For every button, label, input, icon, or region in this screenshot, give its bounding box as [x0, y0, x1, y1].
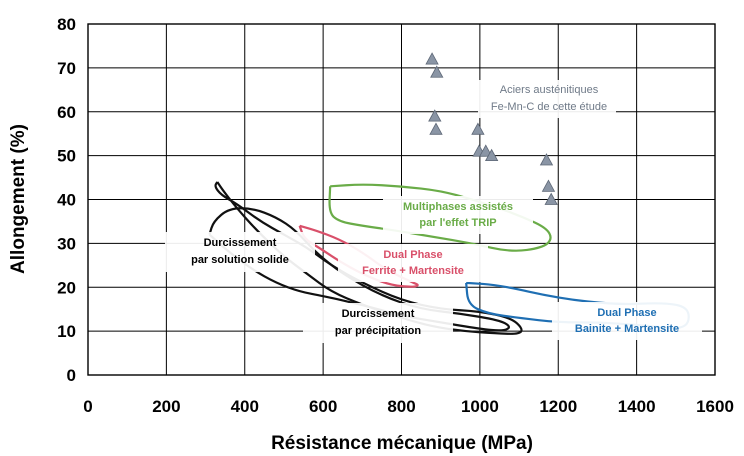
region-outline: [298, 224, 419, 288]
region-label: Dual Phase: [597, 307, 656, 319]
region-label: Bainite + Martensite: [575, 323, 679, 335]
x-tick-labels: 0 200 400 600 800 1000 1200 1400 1600: [83, 397, 734, 416]
data-point: [541, 179, 556, 192]
region-label: par solution solide: [191, 254, 289, 266]
data-point: [479, 144, 493, 157]
data-point: [429, 122, 443, 135]
series-label: Fe-Mn-C de cette étude: [491, 101, 607, 113]
x-tick-label: 1600: [696, 397, 734, 416]
data-point: [484, 148, 499, 162]
data-point: [471, 122, 485, 135]
data-point: [425, 52, 439, 65]
region-label: Durcissement: [342, 308, 415, 320]
annotation-backdrop: [552, 302, 702, 340]
series-label-backdrop: [478, 80, 616, 118]
x-tick-label: 800: [387, 397, 415, 416]
x-tick-label: 400: [231, 397, 259, 416]
annotation-backdrop: [383, 196, 533, 234]
x-axis-title: Résistance mécanique (MPa): [271, 433, 533, 454]
data-point: [539, 153, 554, 166]
y-tick-label: 60: [57, 103, 76, 122]
x-tick-label: 1400: [618, 397, 656, 416]
y-tick-label: 20: [57, 278, 76, 297]
region-label: par l'effet TRIP: [419, 217, 496, 229]
x-tick-label: 200: [152, 397, 180, 416]
y-tick-label: 30: [57, 234, 76, 253]
x-tick-label: 1200: [539, 397, 577, 416]
annotation-backdrop: [303, 303, 453, 343]
annotations: Durcissement par solution solide Durcissem…: [165, 80, 702, 343]
region-label: Dual Phase: [383, 249, 442, 261]
y-tick-label: 40: [57, 191, 76, 210]
series-label: Aciers austénitiques: [500, 84, 599, 96]
y-axis-title: Allongement (%): [8, 124, 29, 274]
region-label: Multiphases assistés: [403, 201, 513, 213]
region-label: Ferrite + Martensite: [362, 265, 464, 277]
region-outline: [208, 207, 510, 332]
region-label: par précipitation: [335, 325, 421, 337]
data-points: [425, 52, 558, 205]
x-tick-label: 600: [309, 397, 337, 416]
y-tick-label: 70: [57, 59, 76, 78]
x-tick-label: 0: [83, 397, 92, 416]
annotation-backdrop: [165, 232, 315, 272]
data-point: [428, 109, 442, 122]
x-tick-label: 1000: [461, 397, 499, 416]
y-tick-label: 80: [57, 15, 76, 34]
data-point: [544, 192, 558, 205]
y-tick-label: 0: [67, 366, 76, 385]
annotation-backdrop: [338, 244, 488, 282]
y-tick-labels: 0 10 20 30 40 50 60 70 80: [57, 15, 76, 385]
y-tick-label: 50: [57, 147, 76, 166]
data-point: [430, 65, 444, 78]
region-outline: [328, 183, 552, 252]
region-label: Durcissement: [204, 237, 277, 249]
plot-border: [87, 23, 716, 376]
y-tick-label: 10: [57, 322, 76, 341]
